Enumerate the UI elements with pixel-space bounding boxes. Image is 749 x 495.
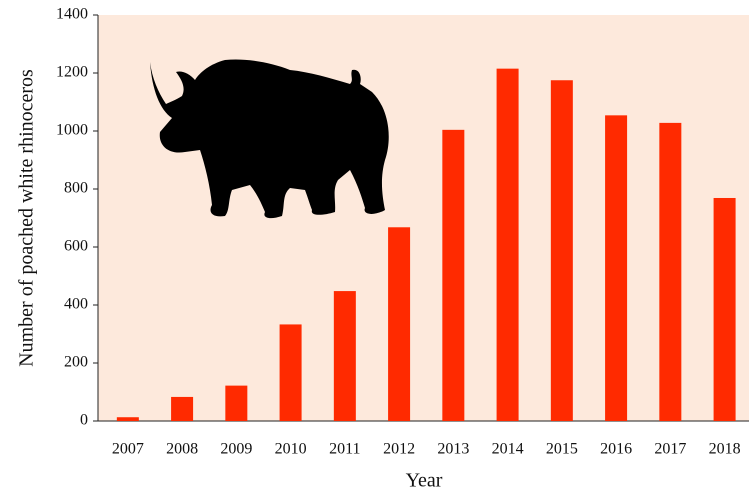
y-tick-label: 400 [64, 296, 88, 313]
x-tick-label: 2014 [492, 441, 524, 458]
bar [442, 129, 465, 421]
x-tick-label: 2013 [437, 441, 469, 458]
bar [659, 122, 682, 421]
x-tick-label: 2017 [654, 441, 686, 458]
x-tick-label: 2016 [600, 441, 632, 458]
x-tick-label: 2008 [166, 441, 198, 458]
bar [496, 68, 519, 422]
x-axis-label: Year [406, 470, 443, 492]
bar [116, 417, 139, 421]
y-tick-label: 1400 [56, 6, 88, 23]
rhino-silhouette [150, 59, 389, 219]
y-axis-label: Number of poached white rhinoceros [16, 69, 38, 367]
x-tick-label: 2012 [383, 441, 415, 458]
x-tick-label: 2015 [546, 441, 578, 458]
plot-background [98, 15, 749, 421]
bar [225, 385, 248, 421]
bar [605, 115, 628, 421]
y-tick-label: 800 [64, 180, 88, 197]
x-tick-label: 2018 [709, 441, 741, 458]
y-tick-label: 1200 [56, 64, 88, 81]
y-tick-label: 600 [64, 238, 88, 255]
x-tick-label: 2011 [329, 441, 360, 458]
bar [388, 227, 411, 421]
bar [550, 80, 573, 421]
x-tick-label: 2007 [112, 441, 144, 458]
bar [713, 197, 736, 421]
y-tick-label: 0 [80, 412, 88, 429]
bar [279, 324, 302, 421]
y-tick-label: 200 [64, 354, 88, 371]
bar [333, 291, 356, 421]
x-tick-label: 2009 [220, 441, 252, 458]
x-tick-label: 2010 [275, 441, 307, 458]
bar [171, 396, 194, 421]
y-tick-label: 1000 [56, 122, 88, 139]
